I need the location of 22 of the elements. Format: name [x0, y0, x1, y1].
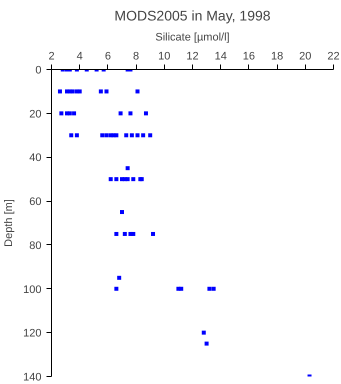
x-tick-label: 6 — [104, 50, 111, 62]
y-tick-label: 80 — [29, 240, 42, 252]
y-axis-title: Depth [m] — [3, 199, 16, 247]
x-tick-label: 16 — [242, 50, 256, 62]
x-tick-label: 8 — [133, 50, 140, 62]
y-tick-label: 20 — [29, 108, 42, 120]
x-tick-label: 14 — [214, 50, 227, 62]
y-tick-label: 40 — [29, 152, 42, 164]
y-tick-label: 0 — [35, 64, 42, 76]
y-tick-label: 120 — [23, 328, 42, 340]
x-tick-label: 18 — [270, 50, 284, 62]
x-axis-title: Silicate [µmol/l] — [155, 32, 230, 44]
y-tick-label: 60 — [29, 196, 42, 208]
x-tick-label: 22 — [327, 50, 340, 62]
y-tick-label: 140 — [23, 372, 42, 384]
x-tick-label: 4 — [76, 50, 83, 62]
y-tick-label: 100 — [23, 284, 42, 296]
x-tick-label: 20 — [299, 50, 312, 62]
x-tick-label: 12 — [186, 50, 199, 62]
x-tick-label: 10 — [158, 50, 170, 62]
x-tick-label: 2 — [48, 50, 55, 62]
chart-title: MODS2005 in May, 1998 — [114, 8, 271, 24]
